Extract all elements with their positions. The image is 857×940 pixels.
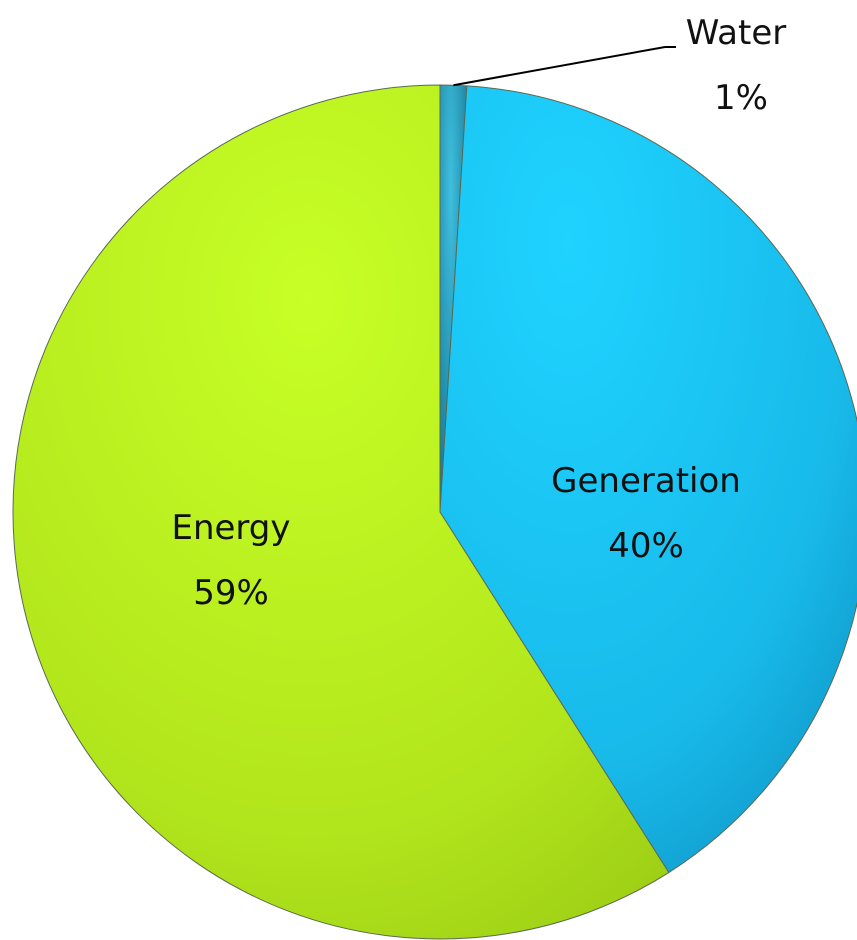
water-label-name: Water xyxy=(686,13,787,53)
generation-label-name: Generation xyxy=(551,461,741,501)
water-leader-line xyxy=(453,46,666,87)
generation-label-value: 40% xyxy=(608,526,684,566)
energy-label-value: 59% xyxy=(193,573,269,613)
energy-label-name: Energy xyxy=(171,508,290,548)
pie-labels: Water 1% Generation 40% Energy 59% xyxy=(171,13,786,613)
water-label-value: 1% xyxy=(714,78,768,118)
pie-slices xyxy=(12,84,857,940)
pie-slice-energy xyxy=(12,84,670,940)
